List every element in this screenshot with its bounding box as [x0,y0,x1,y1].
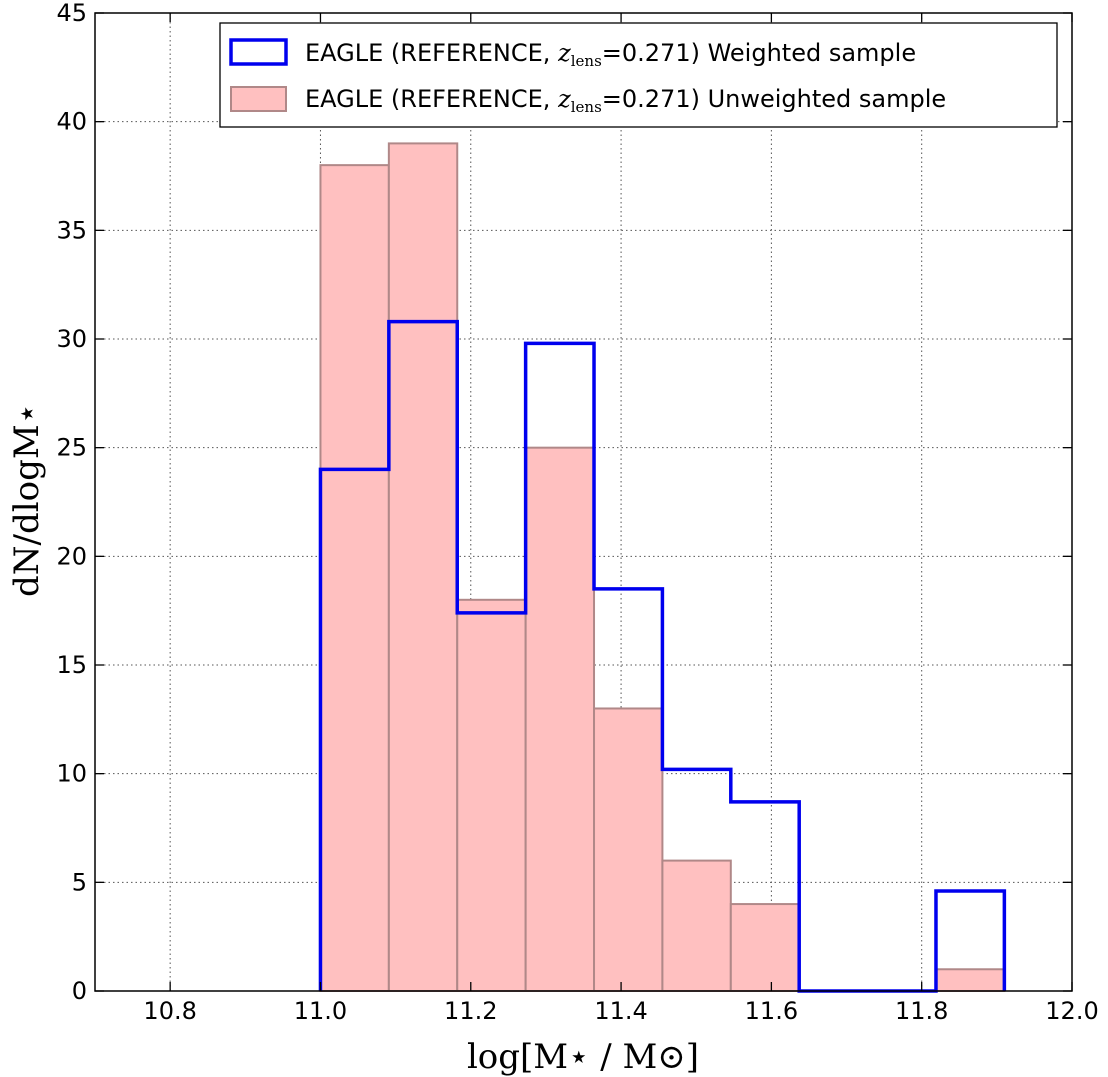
legend-label-weighted: EAGLE (REFERENCE, zlens=0.271) Weighted … [305,39,916,70]
unweighted-bar [934,968,1006,992]
y-tick-label: 30 [56,325,87,353]
unweighted-bar [729,903,801,992]
y-tick-label: 20 [56,542,87,570]
legend-weighted-prefix: EAGLE (REFERENCE, [305,39,558,67]
unweighted-bar [593,707,664,992]
legend-weighted-suffix: =0.271) Weighted sample [602,39,916,67]
y-tick-label: 10 [56,760,87,788]
x-tick-label: 11.2 [444,997,497,1025]
plot-axes [94,12,1073,992]
x-tick-label: 11.0 [294,997,347,1025]
legend-unweighted-prefix: EAGLE (REFERENCE, [305,85,558,113]
x-tick-label: 11.6 [745,997,798,1025]
legend-weighted-var: z [557,39,571,67]
unweighted-bar [661,859,732,992]
x-axis-title: log[M⋆ / M⊙] [467,1037,699,1077]
legend: EAGLE (REFERENCE, zlens=0.271) Weighted … [219,22,1058,128]
y-tick-label: 0 [72,977,87,1005]
unweighted-bars [319,142,1006,992]
unweighted-bar [387,142,459,992]
y-axis-title: dN/dlogM⋆ [7,403,47,597]
x-tick-label: 11.4 [594,997,647,1025]
legend-swatch-weighted [229,38,288,66]
legend-swatch-unweighted [230,86,287,112]
x-tick-label: 11.8 [895,997,948,1025]
unweighted-bar [319,164,390,992]
x-tick-labels: 10.8 11.0 11.2 11.4 11.6 11.8 12.0 [143,997,1098,1025]
unweighted-bar [456,598,527,992]
y-tick-label: 45 [56,0,87,27]
y-tick-label: 25 [56,434,87,462]
y-tick-label: 5 [72,868,87,896]
legend-unweighted-suffix: =0.271) Unweighted sample [602,85,946,113]
legend-unweighted-var: z [557,85,571,113]
axes-frame [94,12,1073,992]
legend-weighted-sub: lens [571,52,602,70]
x-tick-label: 10.8 [143,997,196,1025]
legend-label-unweighted: EAGLE (REFERENCE, zlens=0.271) Unweighte… [305,85,946,116]
x-tick-label: 12.0 [1045,997,1098,1025]
y-tick-label: 40 [56,108,87,136]
legend-unweighted-sub: lens [571,98,602,116]
y-tick-label: 35 [56,216,87,244]
y-tick-labels: 0 5 10 15 20 25 30 35 40 45 [56,0,87,1005]
unweighted-bar [524,446,596,992]
legend-frame [219,22,1058,128]
y-tick-label: 15 [56,651,87,679]
